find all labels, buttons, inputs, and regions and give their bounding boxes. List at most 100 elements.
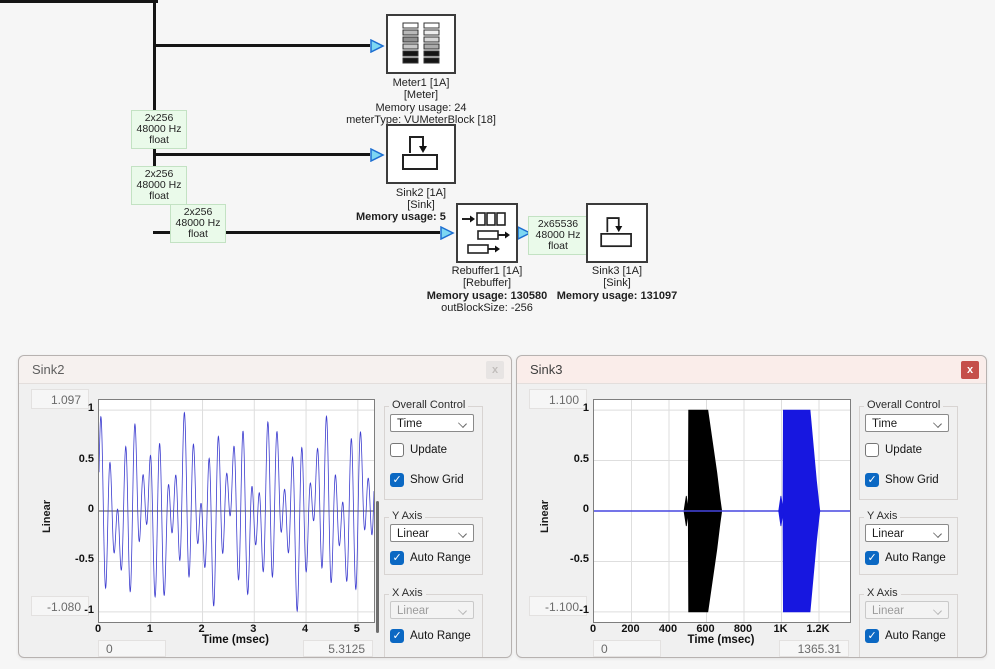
- group-title: Overall Control: [389, 399, 469, 411]
- signal-rate: 48000 Hz: [175, 217, 221, 229]
- x-auto-range-label[interactable]: Auto Range: [885, 630, 946, 642]
- sink-display-icon: [600, 217, 632, 248]
- domain-select[interactable]: Time: [390, 414, 474, 432]
- block-memory: Memory usage: 24: [375, 101, 467, 114]
- update-checkbox-row[interactable]: Update: [390, 443, 447, 457]
- update-checkbox-row[interactable]: Update: [865, 443, 922, 457]
- signal-label-4: 2x65536 48000 Hz float: [528, 216, 588, 255]
- show-grid-checkbox[interactable]: [865, 473, 879, 488]
- sink2-memory-clipped: Memory usage: 5: [356, 211, 446, 223]
- x-tick: 400: [658, 623, 678, 635]
- signal-dtype: float: [149, 134, 169, 146]
- show-grid-checkbox[interactable]: [390, 473, 404, 488]
- sink3-plot-area[interactable]: [593, 399, 851, 623]
- y-auto-range-row[interactable]: Auto Range: [390, 551, 471, 566]
- y-tick: 1: [87, 402, 94, 415]
- block-name: Meter1 [1A]: [392, 77, 450, 89]
- chevron-down-icon: [458, 419, 467, 428]
- x-axis-label: Time (msec): [687, 634, 755, 646]
- sink2-titlebar[interactable]: Sink2 x: [19, 356, 511, 384]
- x-tick: 2: [198, 623, 205, 635]
- show-grid-label[interactable]: Show Grid: [885, 474, 939, 486]
- overall-control-group: Overall Control Time Update Show Grid: [384, 399, 483, 500]
- show-grid-checkbox-row[interactable]: Show Grid: [865, 473, 939, 488]
- signal-rate: 48000 Hz: [535, 229, 581, 241]
- x-axis-label: Time (msec): [202, 634, 269, 646]
- y-max-readout: 1.097: [31, 389, 89, 409]
- y-scale-select[interactable]: Linear: [390, 524, 474, 542]
- signal-size: 2x256: [144, 168, 174, 180]
- meter1-block[interactable]: [386, 14, 456, 74]
- x-tick: 1K: [773, 623, 788, 635]
- y-scale-select[interactable]: Linear: [865, 524, 949, 542]
- block-name: Sink2 [1A]: [395, 187, 447, 199]
- y-tick: 0: [87, 503, 94, 515]
- sink2-window: Sink2 x 1.097 -1.080 Linear 1 0.5 0 -0.5 -1 …: [18, 355, 512, 658]
- y-tick: -1: [579, 603, 589, 616]
- show-grid-checkbox-row[interactable]: Show Grid: [390, 473, 464, 488]
- signal-dtype: float: [149, 190, 169, 202]
- signal-label-2: 2x256 48000 Hz float: [131, 166, 187, 205]
- panel-scrollbar[interactable]: [376, 501, 379, 633]
- block-memory: Memory usage: 131097: [556, 289, 678, 302]
- rebuffer1-block[interactable]: [456, 203, 518, 263]
- y-max-readout: 1.100: [529, 389, 587, 409]
- x-tick: 3: [250, 623, 257, 635]
- show-grid-label[interactable]: Show Grid: [410, 474, 464, 486]
- vu-meter-icon: [402, 22, 440, 64]
- close-button[interactable]: x: [961, 361, 979, 379]
- signal-rate: 48000 Hz: [136, 123, 182, 135]
- y-auto-range-label[interactable]: Auto Range: [410, 552, 471, 564]
- x-auto-range-checkbox[interactable]: [390, 629, 404, 644]
- chevron-down-icon: [933, 529, 942, 538]
- x-axis-group: X Axis Linear Auto Range: [859, 587, 958, 657]
- y-auto-range-checkbox[interactable]: [390, 551, 404, 566]
- sink3-block[interactable]: [586, 203, 648, 263]
- x-scale-select: Linear: [390, 601, 474, 619]
- x-auto-range-row[interactable]: Auto Range: [390, 629, 471, 644]
- signal-size: 2x65536: [537, 218, 579, 230]
- x-auto-range-label[interactable]: Auto Range: [410, 630, 471, 642]
- y-tick: -0.5: [75, 553, 94, 566]
- block-extra: meterType: VUMeterBlock [18]: [346, 114, 496, 127]
- x-tick: 200: [621, 623, 640, 635]
- y-auto-range-label[interactable]: Auto Range: [885, 552, 946, 564]
- overall-control-group: Overall Control Time Update Show Grid: [859, 399, 958, 500]
- x-auto-range-checkbox[interactable]: [865, 629, 879, 644]
- sink-display-icon: [402, 136, 438, 170]
- y-auto-range-checkbox[interactable]: [865, 551, 879, 566]
- sink2-plot-area[interactable]: [98, 399, 375, 623]
- y-auto-range-row[interactable]: Auto Range: [865, 551, 946, 566]
- sink3-titlebar[interactable]: Sink3 x: [517, 356, 986, 384]
- update-label[interactable]: Update: [885, 444, 923, 456]
- block-type: [Rebuffer]: [462, 277, 512, 290]
- signal-rate: 48000 Hz: [136, 179, 182, 191]
- x-max-readout: 1365.31: [779, 640, 849, 657]
- x-min-readout: 0: [98, 640, 166, 657]
- signal-label-1: 2x256 48000 Hz float: [131, 110, 187, 149]
- chevron-down-icon: [933, 606, 942, 615]
- group-title: X Axis: [389, 587, 426, 599]
- group-title: Y Axis: [389, 510, 426, 522]
- x-scale-select: Linear: [865, 601, 949, 619]
- sink2-block[interactable]: [386, 124, 456, 184]
- meter1-input-port-icon: [370, 38, 385, 54]
- close-button[interactable]: x: [486, 361, 504, 379]
- signal-dtype: float: [188, 228, 208, 240]
- block-type: [Sink]: [603, 277, 631, 290]
- window-title: Sink3: [530, 362, 563, 377]
- update-checkbox[interactable]: [390, 443, 404, 457]
- sink3-caption: Sink3 [1A] [Sink] Memory usage: 131097: [527, 265, 707, 302]
- wire-main-in: [0, 0, 158, 3]
- block-type: [Sink]: [407, 199, 435, 212]
- chevron-down-icon: [458, 606, 467, 615]
- wire-to-sink2: [153, 153, 370, 156]
- y-min-readout: -1.100: [529, 596, 587, 616]
- update-label[interactable]: Update: [410, 444, 448, 456]
- x-auto-range-row[interactable]: Auto Range: [865, 629, 946, 644]
- domain-select[interactable]: Time: [865, 414, 949, 432]
- block-type: [Meter]: [403, 89, 439, 102]
- rebuffer1-output-port-icon: [517, 225, 532, 241]
- update-checkbox[interactable]: [865, 443, 879, 457]
